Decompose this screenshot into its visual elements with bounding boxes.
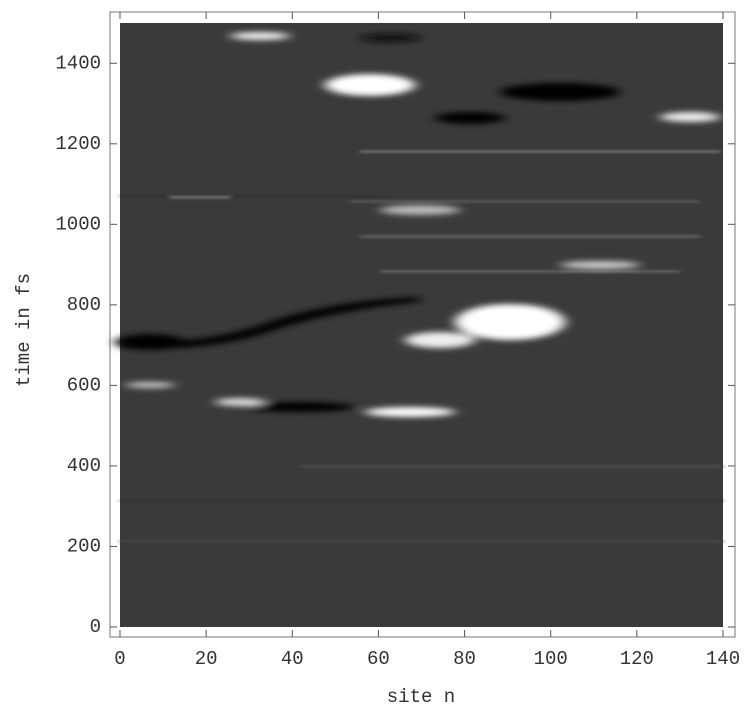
y-axis-label: time in fs xyxy=(13,273,35,387)
x-tick-label: 40 xyxy=(281,648,304,670)
density-image xyxy=(115,23,723,627)
x-tick-label: 140 xyxy=(706,648,740,670)
x-tick-label: 20 xyxy=(195,648,218,670)
y-tick-label: 600 xyxy=(67,374,101,396)
y-tick-label: 0 xyxy=(90,616,101,638)
y-tick-label: 800 xyxy=(67,294,101,316)
y-tick-label: 400 xyxy=(67,455,101,477)
x-tick-label: 0 xyxy=(114,648,125,670)
x-tick-label: 100 xyxy=(534,648,568,670)
y-tick-label: 1200 xyxy=(55,133,101,155)
y-tick-label: 1400 xyxy=(55,52,101,74)
y-tick-label: 1000 xyxy=(55,213,101,235)
x-tick-label: 120 xyxy=(620,648,654,670)
x-tick-label: 80 xyxy=(453,648,476,670)
x-axis-label: site n xyxy=(387,686,455,708)
x-tick-label: 60 xyxy=(367,648,390,670)
y-tick-label: 200 xyxy=(67,535,101,557)
